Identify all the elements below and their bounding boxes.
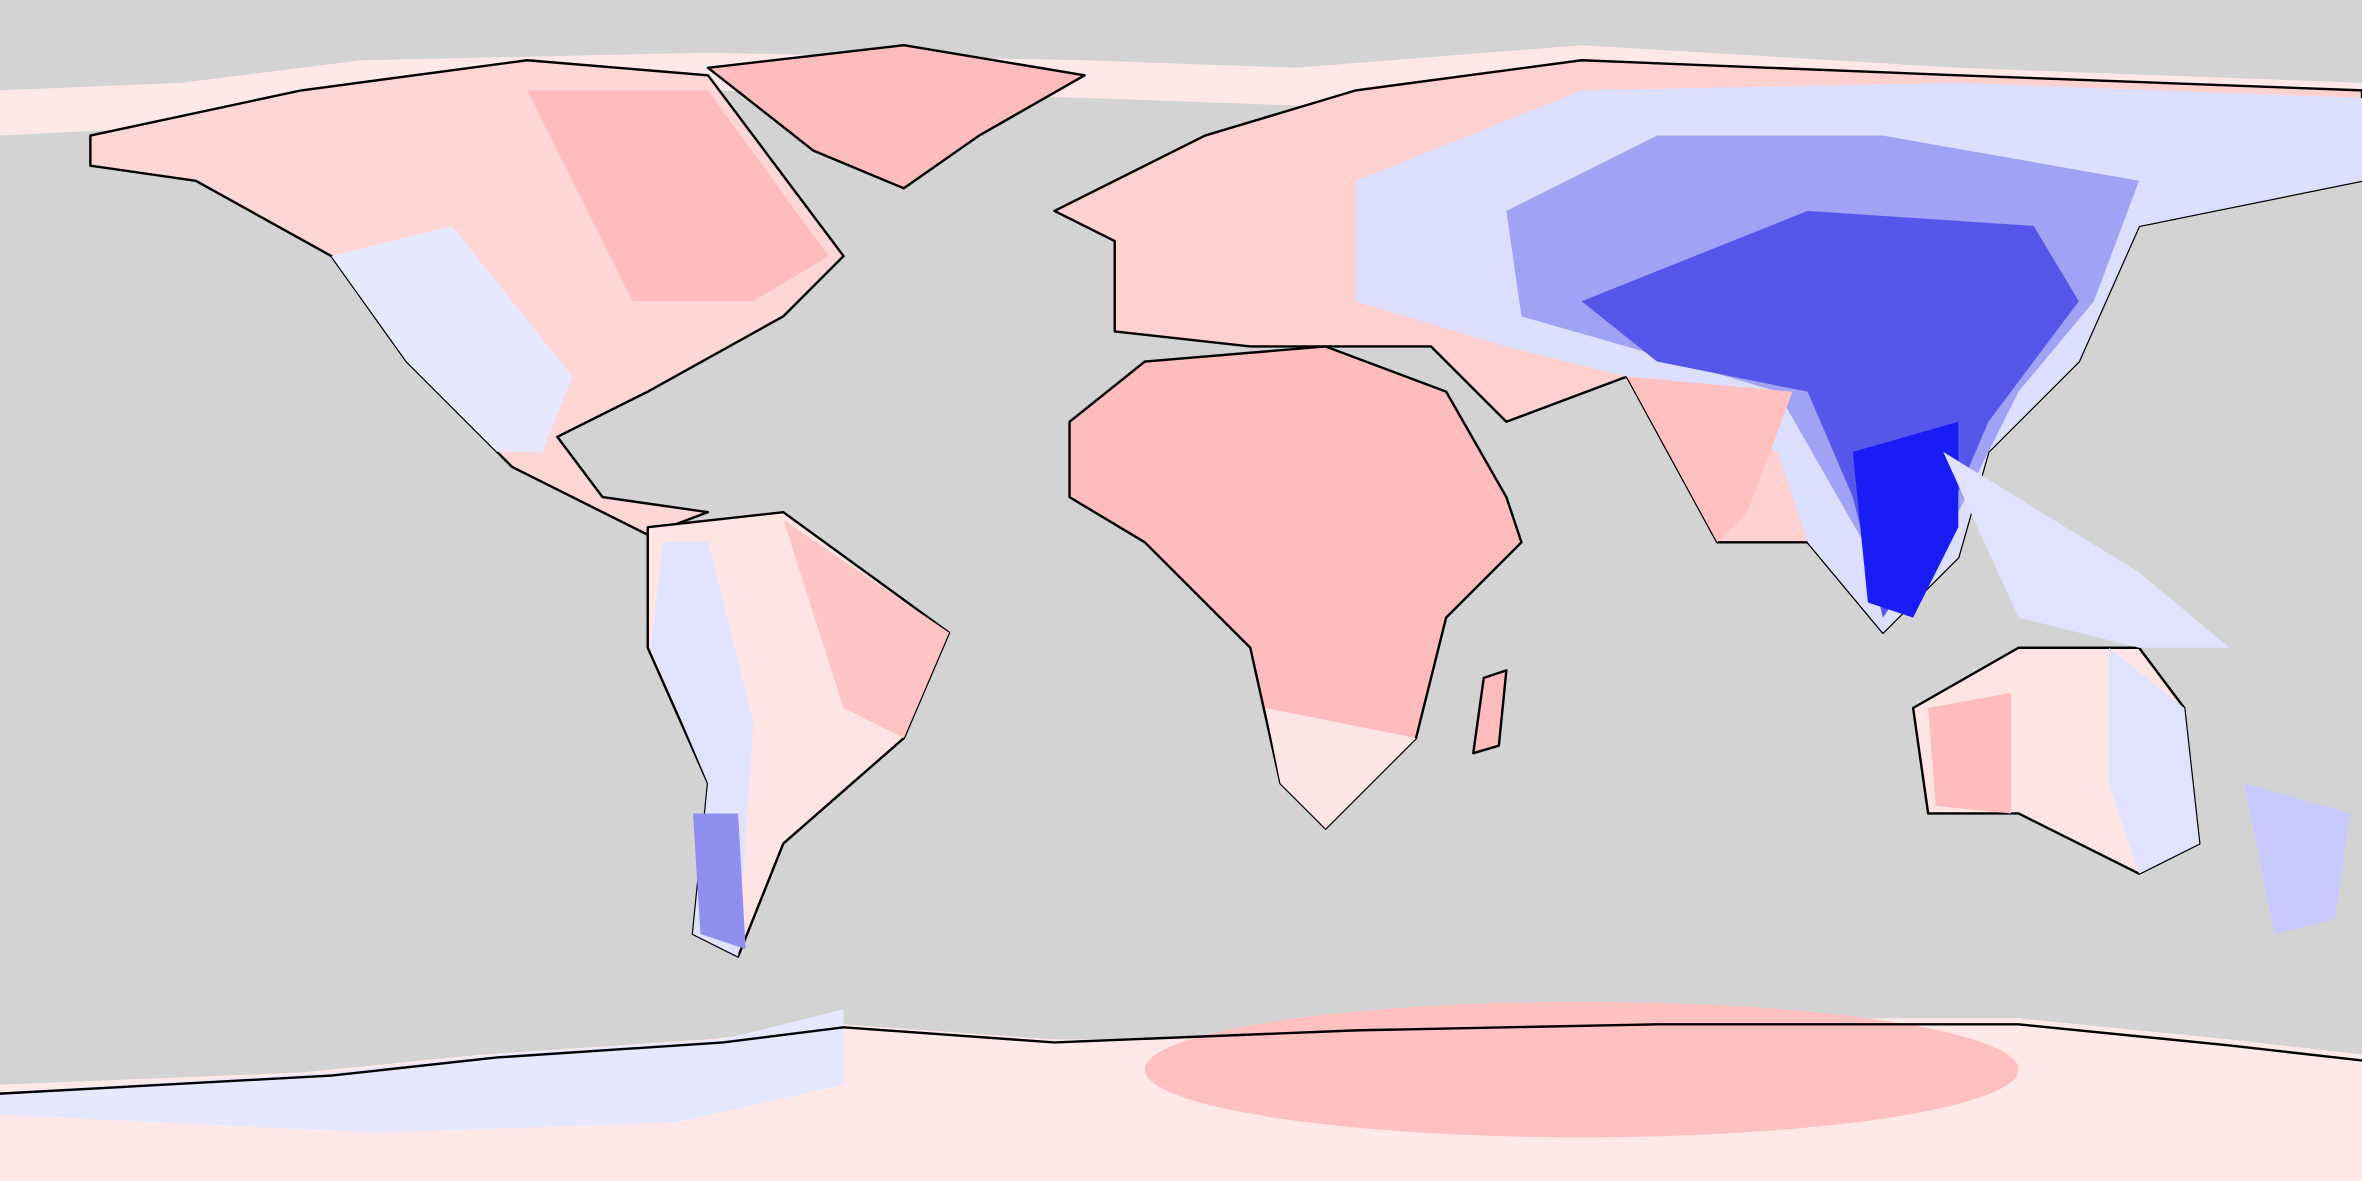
southern-africa-region xyxy=(1265,707,1416,829)
africa xyxy=(1068,345,1523,830)
asia-strong-cool-region xyxy=(1581,210,2079,618)
maritime-asia-region xyxy=(1943,451,2230,648)
patagonia-cool-region xyxy=(692,813,746,950)
antarctica-coast xyxy=(0,1023,2362,1095)
madagascar xyxy=(1472,669,1508,755)
south-america-warm-region xyxy=(783,519,950,739)
antarctica-warm-region xyxy=(1144,1001,2019,1138)
india-warm-region xyxy=(1626,376,1793,543)
southeast-asia-strongest-cool-region xyxy=(1852,421,1959,618)
antarctica-cool-region xyxy=(0,1009,844,1133)
north-america-cool-region xyxy=(331,225,573,452)
greenland xyxy=(706,43,1086,190)
new-zealand-region xyxy=(2244,783,2350,934)
australia-cool-region xyxy=(2108,647,2200,874)
australia-warm-region xyxy=(1928,692,2012,814)
north-america-warm-region xyxy=(527,90,829,302)
